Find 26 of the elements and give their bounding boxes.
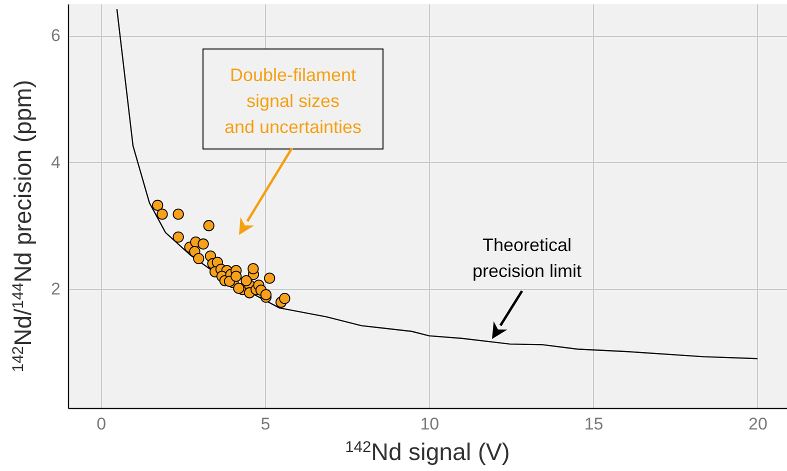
x-tick-label: 15: [584, 414, 604, 434]
point: [172, 231, 184, 243]
point: [193, 252, 204, 264]
point: [152, 200, 164, 211]
point: [156, 208, 168, 220]
point: [260, 289, 272, 300]
point: [264, 272, 276, 284]
point: [248, 263, 259, 274]
point: [279, 292, 290, 304]
point: [240, 275, 252, 286]
x-tick-label: 5: [260, 414, 270, 434]
x-axis-title: $^{142}$Nd signal (V): [345, 438, 510, 466]
point: [230, 270, 242, 282]
annotation: Double-filament signal sizes and uncertainties: [224, 65, 362, 137]
annotation: Theoretical precision limit: [472, 235, 582, 281]
point: [198, 238, 209, 250]
y-tick-label: 6: [51, 26, 60, 46]
y-tick-label: 4: [51, 152, 60, 172]
point: [172, 208, 184, 220]
y-tick-label: 2: [51, 279, 60, 298]
x-tick-label: 10: [420, 414, 440, 434]
point: [233, 282, 244, 294]
line-series: [116, 8, 758, 360]
x-tick-label: 20: [748, 414, 768, 434]
point: [203, 220, 214, 232]
x-tick-label: 0: [96, 414, 106, 434]
